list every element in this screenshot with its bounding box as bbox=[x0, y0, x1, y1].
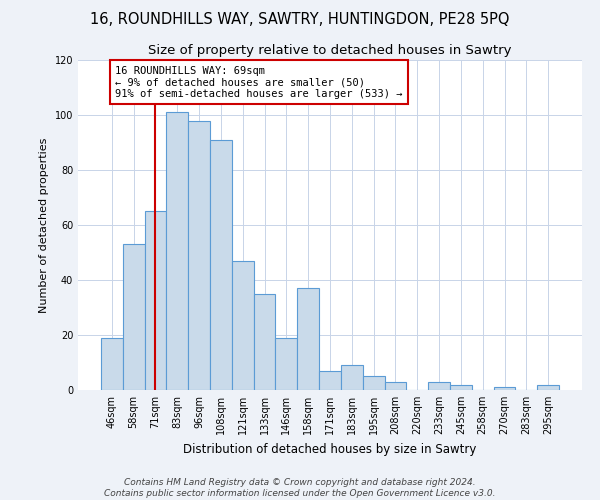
Bar bbox=[428, 382, 450, 390]
Bar bbox=[232, 261, 254, 390]
Bar bbox=[275, 338, 297, 390]
Text: 16, ROUNDHILLS WAY, SAWTRY, HUNTINGDON, PE28 5PQ: 16, ROUNDHILLS WAY, SAWTRY, HUNTINGDON, … bbox=[90, 12, 510, 28]
Bar bbox=[537, 384, 559, 390]
Bar bbox=[297, 288, 319, 390]
Bar bbox=[210, 140, 232, 390]
Bar bbox=[341, 365, 363, 390]
Bar bbox=[101, 338, 123, 390]
Bar bbox=[363, 376, 385, 390]
Bar bbox=[254, 294, 275, 390]
Bar bbox=[494, 387, 515, 390]
X-axis label: Distribution of detached houses by size in Sawtry: Distribution of detached houses by size … bbox=[184, 442, 476, 456]
Bar bbox=[385, 382, 406, 390]
Title: Size of property relative to detached houses in Sawtry: Size of property relative to detached ho… bbox=[148, 44, 512, 58]
Text: 16 ROUNDHILLS WAY: 69sqm
← 9% of detached houses are smaller (50)
91% of semi-de: 16 ROUNDHILLS WAY: 69sqm ← 9% of detache… bbox=[115, 66, 403, 98]
Bar bbox=[145, 211, 166, 390]
Y-axis label: Number of detached properties: Number of detached properties bbox=[39, 138, 49, 312]
Bar bbox=[123, 244, 145, 390]
Text: Contains HM Land Registry data © Crown copyright and database right 2024.
Contai: Contains HM Land Registry data © Crown c… bbox=[104, 478, 496, 498]
Bar bbox=[319, 371, 341, 390]
Bar bbox=[450, 384, 472, 390]
Bar bbox=[188, 120, 210, 390]
Bar bbox=[166, 112, 188, 390]
